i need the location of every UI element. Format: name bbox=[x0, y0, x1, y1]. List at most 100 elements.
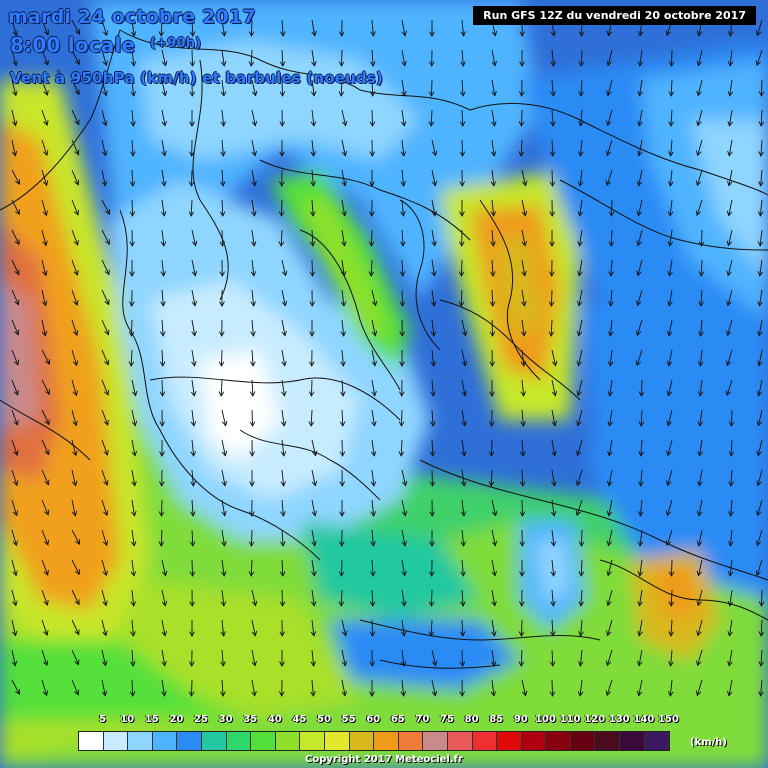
wind-arrow-icon bbox=[401, 469, 408, 487]
wind-arrow-icon bbox=[551, 409, 557, 427]
wind-arrow-icon bbox=[519, 469, 526, 487]
wind-arrow-icon bbox=[251, 109, 258, 127]
wind-arrow-icon bbox=[667, 169, 674, 187]
wind-arrow-icon bbox=[726, 199, 733, 217]
wind-arrow-icon bbox=[368, 229, 375, 247]
wind-arrow-icon bbox=[459, 200, 465, 217]
wind-arrow-icon bbox=[756, 439, 763, 457]
wind-arrow-icon bbox=[519, 529, 525, 547]
legend-swatch bbox=[300, 732, 325, 750]
wind-arrow-icon bbox=[221, 439, 228, 457]
wind-arrow-icon bbox=[431, 169, 438, 187]
wind-arrow-icon bbox=[577, 229, 583, 247]
wind-arrow-icon bbox=[518, 649, 525, 667]
wind-arrow-icon bbox=[606, 589, 613, 607]
wind-arrow-icon bbox=[605, 679, 613, 697]
wind-arrow-icon bbox=[757, 259, 764, 277]
legend-swatch bbox=[423, 732, 448, 750]
wind-arrow-icon bbox=[71, 229, 79, 246]
wind-arrow-icon bbox=[756, 379, 763, 397]
legend-swatch bbox=[595, 732, 621, 750]
wind-arrow-icon bbox=[160, 319, 166, 337]
wind-arrow-icon bbox=[71, 109, 80, 126]
wind-arrow-icon bbox=[521, 289, 527, 307]
wind-arrow-icon bbox=[128, 349, 135, 367]
wind-arrow-icon bbox=[341, 139, 348, 157]
wind-arrow-icon bbox=[489, 349, 495, 367]
wind-arrow-icon bbox=[11, 139, 18, 157]
wind-arrow-icon bbox=[460, 79, 466, 97]
wind-arrow-icon bbox=[460, 49, 466, 67]
wind-arrow-icon bbox=[606, 529, 613, 547]
wind-arrow-icon bbox=[637, 49, 644, 67]
wind-arrow-icon bbox=[248, 49, 255, 67]
wind-arrow-icon bbox=[161, 109, 167, 127]
wind-arrow-icon bbox=[400, 619, 407, 637]
wind-arrow-icon bbox=[520, 379, 527, 397]
wind-arrow-icon bbox=[41, 169, 49, 187]
wind-arrow-icon bbox=[371, 289, 378, 307]
wind-arrow-icon bbox=[338, 589, 345, 607]
wind-arrow-icon bbox=[249, 470, 255, 487]
wind-arrow-icon bbox=[101, 139, 108, 157]
wind-arrow-icon bbox=[668, 79, 675, 97]
wind-arrow-icon bbox=[459, 229, 465, 247]
wind-arrow-icon bbox=[101, 19, 109, 37]
wind-arrow-icon bbox=[638, 409, 645, 427]
wind-arrow-icon bbox=[279, 140, 285, 157]
wind-arrow-icon bbox=[251, 79, 258, 97]
wind-arrow-icon bbox=[311, 499, 317, 517]
wind-arrow-icon bbox=[606, 109, 613, 127]
legend-swatch bbox=[472, 732, 498, 750]
wind-arrow-icon bbox=[727, 49, 734, 67]
legend-tick-label: 140 bbox=[633, 714, 655, 725]
wind-arrow-icon bbox=[160, 259, 167, 277]
wind-arrow-icon bbox=[605, 169, 613, 187]
copyright: Copyright 2017 Meteociel.fr bbox=[305, 754, 463, 765]
wind-arrow-icon bbox=[605, 649, 613, 667]
wind-arrow-icon bbox=[637, 619, 643, 637]
wind-arrow-icon bbox=[429, 49, 435, 67]
legend-tick-label: 65 bbox=[390, 714, 405, 725]
wind-arrow-icon bbox=[460, 499, 467, 517]
wind-arrow-icon bbox=[340, 379, 346, 397]
wind-arrow-icon bbox=[220, 619, 227, 637]
legend-swatch bbox=[275, 732, 301, 750]
wind-arrow-icon bbox=[101, 379, 110, 396]
wind-arrow-icon bbox=[637, 529, 644, 547]
wind-arrow-icon bbox=[11, 259, 20, 276]
wind-arrow-icon bbox=[549, 230, 555, 247]
wind-arrow-icon bbox=[41, 289, 48, 307]
wind-arrow-icon bbox=[368, 259, 375, 277]
wind-arrow-icon bbox=[41, 199, 48, 217]
wind-arrow-icon bbox=[71, 469, 78, 487]
wind-arrow-icon bbox=[249, 439, 255, 457]
wind-arrow-icon bbox=[755, 529, 763, 547]
wind-arrow-icon bbox=[491, 529, 498, 547]
wind-arrow-icon bbox=[161, 619, 167, 637]
wind-arrow-icon bbox=[280, 439, 287, 457]
wind-arrow-icon bbox=[311, 559, 317, 577]
wind-arrow-icon bbox=[399, 259, 406, 277]
wind-arrow-icon bbox=[189, 649, 195, 667]
wind-arrow-icon bbox=[71, 79, 80, 96]
wind-arrow-icon bbox=[188, 199, 195, 217]
wind-arrow-icon bbox=[551, 379, 558, 397]
wind-arrow-icon bbox=[130, 529, 137, 547]
wind-arrow-icon bbox=[431, 649, 438, 667]
wind-arrow-icon bbox=[490, 139, 497, 157]
wind-arrow-icon bbox=[219, 229, 226, 247]
wind-arrow-icon bbox=[338, 79, 345, 97]
wind-arrow-icon bbox=[490, 679, 497, 697]
wind-arrow-icon bbox=[251, 679, 257, 697]
wind-arrow-icon bbox=[518, 619, 525, 637]
wind-arrow-icon bbox=[576, 439, 583, 457]
wind-arrow-icon bbox=[550, 49, 557, 67]
wind-arrow-icon bbox=[399, 289, 406, 307]
wind-arrow-icon bbox=[41, 679, 49, 697]
wind-arrow-icon bbox=[340, 259, 347, 277]
legend-tick-label: 130 bbox=[608, 714, 630, 725]
wind-arrow-icon bbox=[578, 79, 584, 97]
wind-arrow-icon bbox=[129, 679, 136, 697]
